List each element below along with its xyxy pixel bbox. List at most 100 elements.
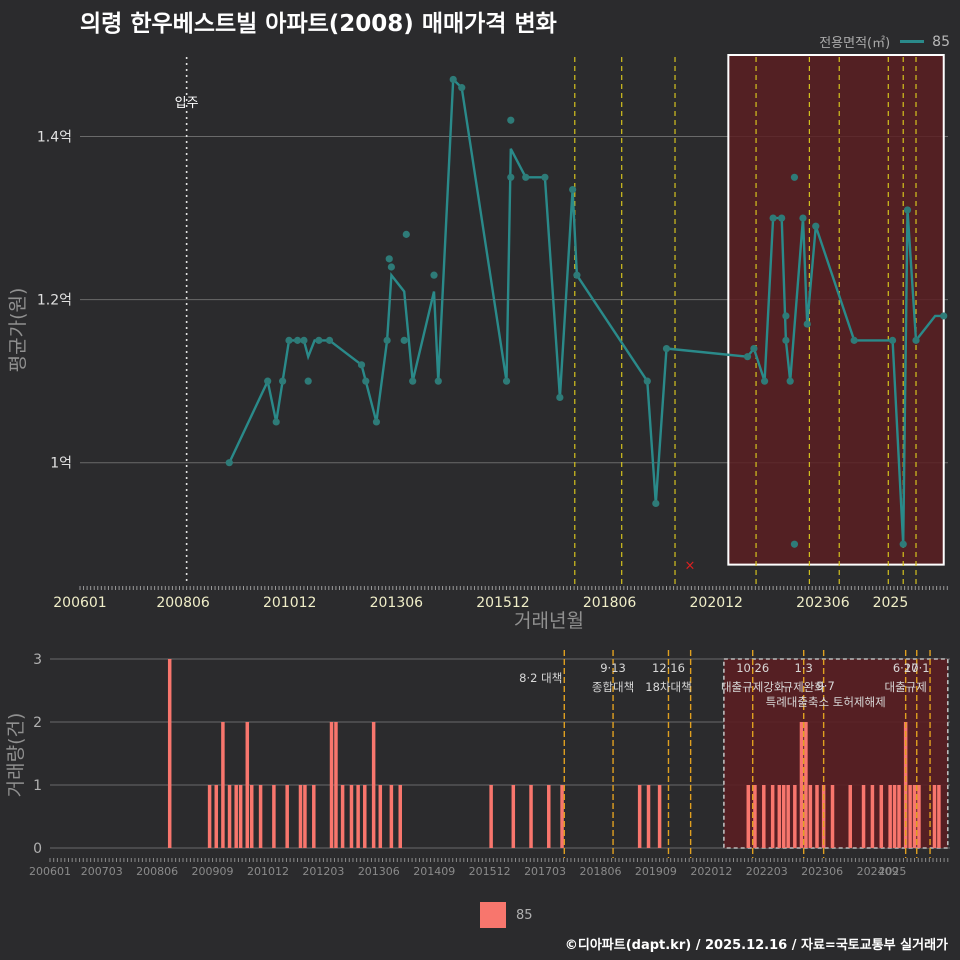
- volume-bar-6: [238, 785, 243, 848]
- price-point-0: [225, 459, 233, 467]
- price-point-51: [912, 336, 920, 344]
- price-point-49: [899, 540, 907, 548]
- price-point-20: [434, 377, 442, 385]
- price-point-21: [449, 75, 457, 84]
- bar-xtick-label-15: 202409: [857, 865, 899, 878]
- bar-ytick-label: 0: [33, 841, 42, 857]
- bar-xtick-label-11: 201909: [635, 865, 677, 878]
- volume-bar-13: [303, 785, 307, 848]
- legend-bar-swatch: [480, 902, 506, 928]
- price-point-48: [888, 336, 897, 344]
- price-point-41: [786, 377, 794, 385]
- volume-bar-31: [646, 785, 651, 848]
- volume-bar-26: [511, 785, 516, 848]
- volume-bar-46: [830, 785, 835, 848]
- volume-bar-35: [762, 785, 766, 848]
- volume-bar-40: [793, 785, 797, 848]
- volume-bar-44: [815, 785, 819, 848]
- xtick-label-8: 2025: [873, 595, 909, 611]
- bar-xtick-label-16: 2025: [878, 865, 906, 878]
- volume-bar-57: [917, 785, 921, 848]
- price-point-13: [383, 336, 391, 344]
- price-point-40: [782, 336, 790, 344]
- price-point-33: [662, 344, 671, 353]
- volume-bar-0: [167, 659, 172, 848]
- volume-bar-5: [234, 785, 238, 848]
- cross-marker: ×: [684, 559, 695, 574]
- xtick-label-3: 201306: [370, 595, 424, 611]
- volume-bar-2: [214, 785, 219, 848]
- price-point-32: [652, 499, 660, 508]
- price-point-14: [385, 255, 393, 263]
- y-axis-title: 평균가(원): [7, 288, 29, 373]
- volume-bar-42: [804, 722, 808, 848]
- policy-date-6: 9·7: [816, 679, 834, 693]
- price-point-44: [799, 214, 807, 222]
- xtick-label-0: 200601: [53, 595, 106, 611]
- price-point-9: [325, 336, 334, 344]
- footer-credit: ©디아파트(dapt.kr) / 2025.12.16 / 자료=국토교통부 실…: [564, 938, 948, 953]
- xtick-label-4: 201512: [476, 595, 529, 611]
- price-point-3: [279, 377, 287, 385]
- xtick-label-6: 202012: [690, 595, 743, 611]
- volume-bar-43: [808, 785, 813, 848]
- volume-bar-52: [892, 785, 897, 848]
- legend-value: 85: [932, 33, 950, 50]
- bar-xtick-label-10: 201806: [579, 865, 621, 878]
- policy-date-8: 10·1: [904, 661, 930, 675]
- volume-bar-47: [848, 785, 852, 848]
- legend-bottom-value: 85: [516, 907, 533, 923]
- policy-label-2: 18차대책: [645, 680, 691, 694]
- bar-xtick-label-14: 202306: [801, 865, 843, 878]
- volume-bar-41: [799, 722, 804, 848]
- bar-xtick-label-12: 202012: [690, 865, 732, 878]
- xtick-label-5: 201806: [583, 595, 637, 611]
- price-point-22: [458, 84, 466, 92]
- volume-bar-15: [329, 722, 334, 848]
- volume-bar-3: [221, 722, 225, 848]
- price-chart: 1억 1.2억 1.4억 입주 × 200601 200806 201012 201306 201…: [7, 54, 948, 632]
- price-point-34: [743, 353, 752, 361]
- price-point-16: [400, 336, 408, 344]
- volume-bar-11: [285, 785, 289, 848]
- volume-bar-56: [912, 785, 917, 848]
- price-point-12: [372, 418, 381, 426]
- volume-bar-55: [908, 785, 912, 848]
- volume-bar-37: [777, 785, 782, 848]
- policy-date-7: 6·27: [893, 661, 919, 675]
- volume-bar-51: [888, 785, 892, 848]
- price-point-43: [790, 540, 799, 548]
- volume-bar-30: [637, 785, 642, 848]
- volume-bar-24: [398, 785, 402, 848]
- price-point-19: [430, 271, 438, 279]
- volume-bar-28: [547, 785, 551, 848]
- ytick-label: 1.2억: [37, 293, 72, 309]
- price-point-50: [903, 206, 912, 214]
- price-point-2: [272, 418, 280, 426]
- price-point-15: [387, 263, 395, 271]
- policy-date-1: 9·13: [600, 661, 626, 675]
- volume-bar-49: [870, 785, 875, 848]
- bar-xtick-label-7: 201409: [413, 865, 455, 878]
- volume-bar-38: [781, 785, 786, 848]
- price-point-47: [850, 336, 858, 344]
- volume-bar-7: [245, 722, 250, 848]
- volume-bar-8: [249, 785, 254, 848]
- price-point-5: [293, 336, 302, 344]
- volume-bar-59: [937, 785, 941, 848]
- bar-xtick-label-6: 201306: [358, 865, 400, 878]
- price-point-27: [541, 173, 549, 181]
- bar-ytick-label: 2: [33, 715, 42, 731]
- volume-bar-12: [298, 785, 303, 848]
- price-point-37: [769, 214, 777, 222]
- price-point-11: [362, 377, 370, 385]
- volume-bar-32: [657, 785, 662, 848]
- volume-bar-29: [560, 785, 564, 848]
- x-axis-title: 거래년월: [514, 610, 584, 632]
- volume-bar-16: [334, 722, 338, 848]
- volume-bar-39: [786, 785, 790, 848]
- ytick-label: 1.4억: [37, 130, 72, 146]
- price-point-52: [940, 312, 948, 320]
- move-in-label: 입주: [175, 96, 199, 111]
- price-point-42: [790, 173, 799, 181]
